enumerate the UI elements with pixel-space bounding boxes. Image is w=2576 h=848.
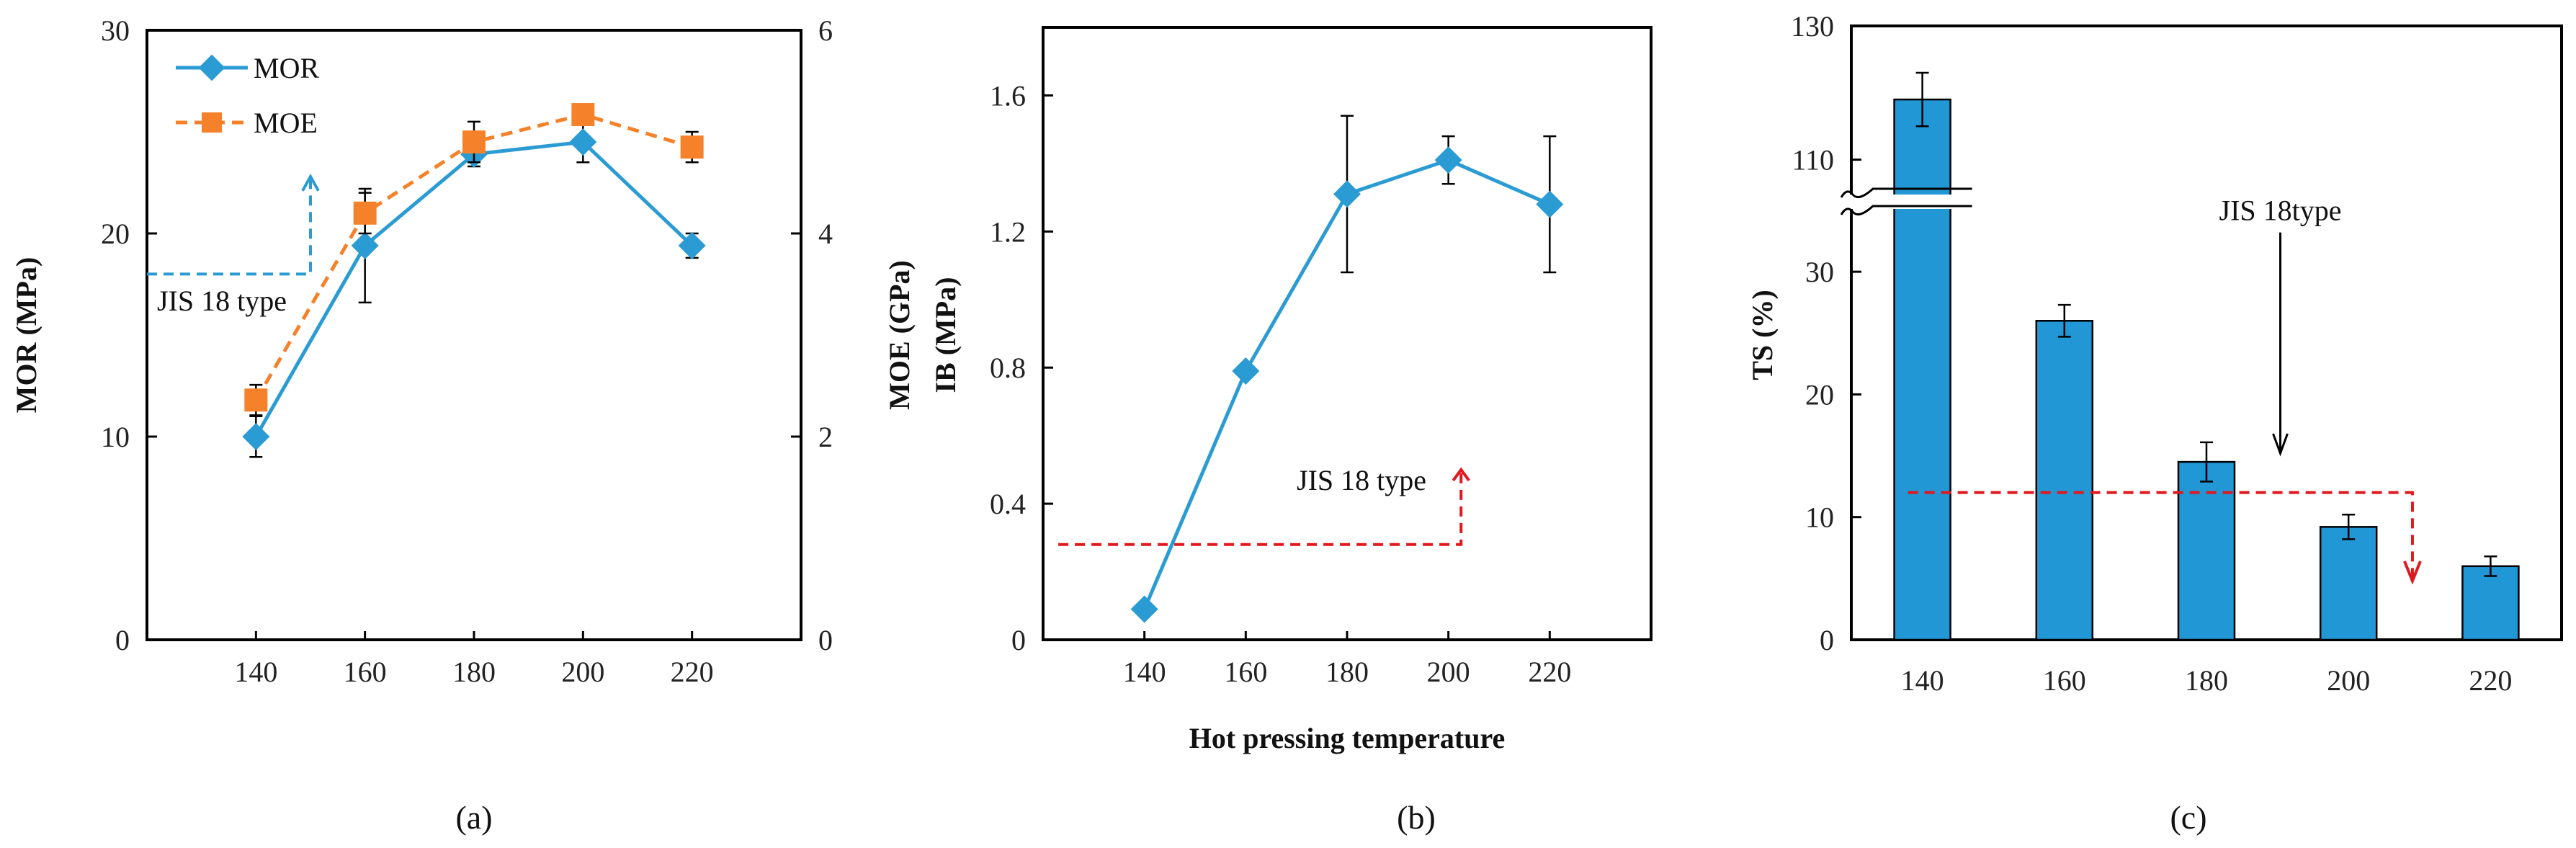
a-xtick-label: 140: [234, 656, 277, 688]
a-point-moe: [462, 130, 486, 154]
c-axes: 0 10 20 30 110 130 140 160 180 200 220: [1791, 10, 2512, 697]
a-point-moe: [680, 135, 704, 159]
y-axis-label-mor: MOR (MPa): [10, 257, 43, 414]
c-bar: [2319, 526, 2378, 641]
a-xtick-label: 180: [452, 656, 496, 688]
a-reference: JIS 18 type: [147, 173, 320, 317]
c-ytick-label: 30: [1805, 256, 1834, 288]
c-bar: [1893, 98, 1951, 641]
panel-a: 0 10 20 30 0 2 4 6 140 160 180 200 220 JIS 18 type M…: [10, 14, 916, 836]
c-xtick-label: 200: [2327, 664, 2370, 697]
a-series: [242, 103, 706, 458]
b-xtick-label: 180: [1325, 656, 1369, 688]
c-bar: [2461, 565, 2520, 641]
b-point-ib: [1333, 180, 1361, 208]
c-ytick-label: 10: [1805, 501, 1834, 534]
c-ytick-label: 110: [1792, 144, 1834, 177]
a-point-mor: [351, 231, 379, 259]
a-ytick-right-label: 6: [818, 14, 833, 47]
c-reference: JIS 18type: [1908, 195, 2422, 585]
c-annotation-arrowhead: [2272, 433, 2289, 457]
legend-a: MOR MOE: [176, 52, 319, 139]
a-ytick-right-label: 0: [818, 624, 833, 656]
c-reference-arrowhead: [2403, 561, 2422, 585]
b-reference-line: [1058, 469, 1463, 546]
a-xtick-label: 160: [344, 656, 387, 688]
a-xtick-label: 200: [561, 656, 604, 688]
panel-b: 0 0.4 0.8 1.2 1.6 140 160 180 200 220 JIS 18 type…: [929, 26, 1653, 836]
c-ytick-label: 130: [1791, 10, 1834, 43]
a-ytick-left-label: 10: [101, 421, 130, 453]
b-ytick-label: 1.2: [990, 215, 1026, 248]
x-axis-label-b: Hot pressing temperature: [1189, 722, 1505, 754]
b-xtick-label: 160: [1224, 656, 1267, 688]
a-point-mor: [569, 128, 597, 156]
c-reference-line: [1908, 491, 2414, 581]
c-axis-break: [1837, 187, 1972, 216]
legend-marker-mor: [198, 54, 225, 81]
a-xtick-label: 220: [671, 656, 714, 688]
y-axis-label-moe: MOE (GPa): [883, 260, 916, 410]
b-axes: 0 0.4 0.8 1.2 1.6 140 160 180 200 220: [990, 79, 1571, 688]
panel-label-c: (c): [2170, 799, 2206, 836]
a-ytick-right-label: 4: [818, 218, 833, 250]
y-axis-label-ts: TS (%): [1746, 290, 1779, 380]
b-series: [1130, 115, 1564, 623]
a-ytick-right-label: 2: [818, 421, 833, 453]
b-xtick-label: 140: [1123, 656, 1166, 688]
b-point-ib: [1536, 190, 1564, 218]
b-point-ib: [1130, 595, 1158, 623]
c-xtick-label: 220: [2469, 664, 2512, 697]
legend-label-moe: MOE: [254, 107, 318, 139]
c-xtick-label: 140: [1901, 664, 1944, 697]
c-ytick-label: 20: [1805, 378, 1834, 411]
b-xtick-label: 200: [1427, 656, 1470, 688]
c-reference-label: JIS 18type: [2219, 195, 2342, 227]
a-point-moe: [244, 388, 268, 412]
c-xtick-label: 160: [2043, 664, 2086, 697]
a-point-mor: [678, 231, 706, 259]
c-bar: [2177, 460, 2236, 641]
c-break-mark: [1840, 187, 1972, 199]
c-bar: [2035, 320, 2094, 641]
a-axes: 0 10 20 30 0 2 4 6 140 160 180 200 220: [101, 14, 833, 688]
b-ytick-label: 0.4: [990, 488, 1026, 520]
a-point-moe: [353, 201, 377, 225]
c-break-mark: [1840, 205, 1972, 216]
b-ytick-label: 0: [1011, 624, 1026, 656]
c-xtick-label: 180: [2185, 664, 2228, 697]
a-reference-label: JIS 18 type: [157, 285, 287, 317]
b-point-ib: [1434, 146, 1462, 174]
a-point-mor: [242, 423, 270, 450]
a-ytick-left-label: 30: [101, 14, 130, 47]
a-reference-line: [147, 177, 312, 276]
panel-label-b: (b): [1397, 799, 1436, 836]
b-ytick-label: 0.8: [990, 352, 1026, 384]
c-ytick-label: 0: [1820, 624, 1834, 656]
a-ytick-left-label: 0: [115, 624, 130, 656]
panel-label-a: (a): [455, 799, 492, 836]
b-reference: JIS 18 type: [1058, 464, 1470, 546]
a-point-moe: [571, 103, 595, 127]
c-series: [1893, 71, 2520, 641]
y-axis-label-ib: IB (MPa): [929, 277, 962, 393]
b-ytick-label: 1.6: [990, 79, 1026, 112]
b-xtick-label: 220: [1528, 656, 1571, 688]
legend-label-mor: MOR: [254, 52, 319, 84]
b-reference-arrowhead: [1452, 467, 1470, 482]
a-line-mor: [254, 140, 694, 438]
b-reference-label: JIS 18 type: [1297, 464, 1426, 496]
a-reference-arrowhead: [301, 173, 320, 192]
b-point-ib: [1232, 357, 1260, 385]
legend-marker-moe: [202, 112, 222, 133]
a-ytick-left-label: 20: [101, 218, 130, 250]
